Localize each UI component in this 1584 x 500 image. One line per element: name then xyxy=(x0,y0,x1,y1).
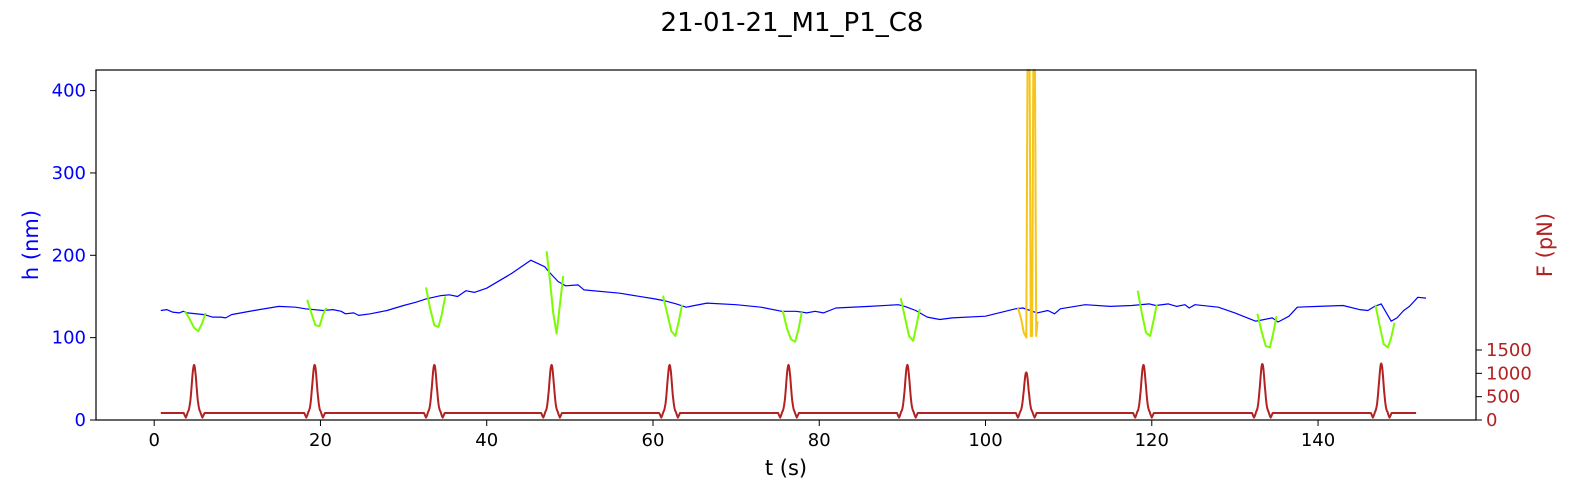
x-tick-label: 60 xyxy=(642,430,665,451)
right-y-tick-label: 1500 xyxy=(1486,340,1532,361)
left-y-tick-label: 200 xyxy=(52,245,86,266)
left-y-axis: 0 100 200 300 400 xyxy=(52,81,96,431)
left-y-tick-label: 400 xyxy=(52,81,86,102)
right-y-tick-label: 500 xyxy=(1486,387,1520,408)
series-compression-line-1 xyxy=(184,310,207,333)
series-outlier-line-8 xyxy=(1016,69,1039,339)
series-compression-line-5 xyxy=(662,295,684,337)
series-compression-line-6 xyxy=(781,310,803,343)
series-force-line xyxy=(160,362,1417,419)
right-y-axis-label: F (pN) xyxy=(1533,213,1557,277)
series-compression-line-3 xyxy=(425,287,447,328)
x-tick-label: 120 xyxy=(1135,430,1169,451)
left-y-tick-label: 0 xyxy=(75,410,86,431)
x-tick-label: 40 xyxy=(475,430,498,451)
right-y-tick-label: 1000 xyxy=(1486,363,1532,384)
series-compression-line-7 xyxy=(899,297,921,342)
x-axis: 0 20 40 60 80 100 120 140 xyxy=(148,420,1335,451)
x-axis-label: t (s) xyxy=(765,456,807,480)
series-compression-line-10 xyxy=(1256,313,1278,349)
right-y-tick-label: 0 xyxy=(1486,410,1497,431)
axes-frame xyxy=(95,69,1477,421)
left-y-tick-label: 100 xyxy=(52,328,86,349)
series-compression-line-4 xyxy=(545,251,565,335)
x-tick-label: 20 xyxy=(309,430,332,451)
x-tick-label: 0 xyxy=(148,430,159,451)
series-compression-line-9 xyxy=(1136,290,1158,337)
x-tick-label: 100 xyxy=(968,430,1002,451)
series-compression-line-2 xyxy=(306,299,328,328)
left-y-axis-label: h (nm) xyxy=(19,210,43,280)
plot-area xyxy=(160,69,1427,419)
x-tick-label: 80 xyxy=(808,430,831,451)
series-height-line-0 xyxy=(160,259,1427,323)
left-y-tick-label: 300 xyxy=(52,163,86,184)
series-compression-line-11 xyxy=(1374,304,1396,349)
x-tick-label: 140 xyxy=(1301,430,1335,451)
chart-title: 21-01-21_M1_P1_C8 xyxy=(661,8,924,38)
